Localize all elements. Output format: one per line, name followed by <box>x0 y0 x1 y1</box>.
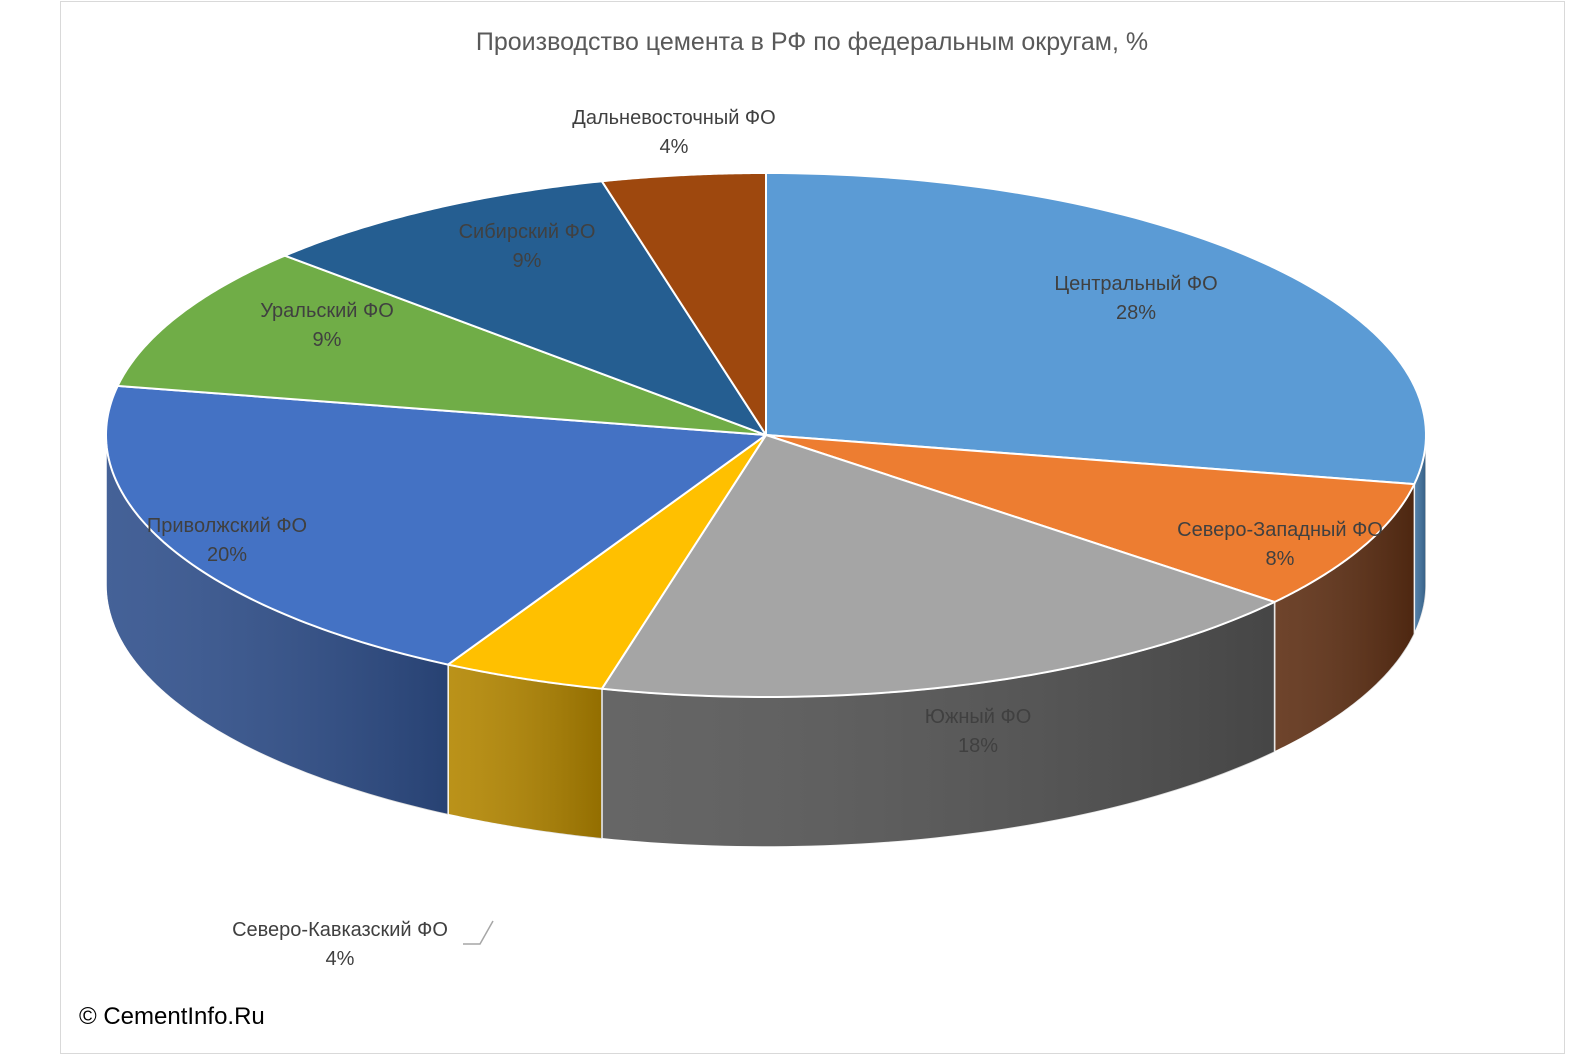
pie-slice-северо-кавказский-фо <box>447 434 767 690</box>
data-label-name: Дальневосточный ФО <box>572 107 775 129</box>
pie-labels: Центральный ФО 28% Северо-Западный ФО 8% Южн… <box>147 107 1383 970</box>
pie-slice-сибирский-фо <box>283 180 767 436</box>
pie-sides <box>105 434 1427 848</box>
data-label-value: 8% <box>1266 548 1295 570</box>
data-label-name: Северо-Западный ФО <box>1177 519 1383 541</box>
data-label-value: 20% <box>207 544 247 566</box>
data-label-value: 28% <box>1116 302 1156 324</box>
pie-side-shade <box>1274 484 1415 753</box>
data-label-value: 4% <box>660 136 689 158</box>
chart-title: Производство цемента в РФ по федеральным… <box>476 28 1148 56</box>
data-label-value: 9% <box>513 250 542 272</box>
data-label-value: 18% <box>958 735 998 757</box>
pie-top <box>105 172 1427 698</box>
data-label-value: 9% <box>313 329 342 351</box>
pie-side-shade <box>601 602 1275 847</box>
pie-slice-южный-фо <box>600 434 1276 698</box>
pie-side-shade <box>106 435 449 815</box>
data-label-name: Уральский ФО <box>260 300 394 322</box>
data-label-name: Северо-Кавказский ФО <box>232 919 448 941</box>
pie-slice-центральный-фо <box>765 172 1427 486</box>
pie-slice-уральский-фо <box>116 254 767 436</box>
data-label-name: Сибирский ФО <box>459 221 596 243</box>
pie-side-shade <box>448 664 602 839</box>
data-label-name: Центральный ФО <box>1054 273 1217 295</box>
pie-slice-северо-западный-фо <box>765 434 1416 604</box>
data-label-value: 4% <box>326 948 355 970</box>
leader-line-severo-kavkazskiy <box>463 920 494 945</box>
data-label-name: Южный ФО <box>925 706 1032 728</box>
pie-slice-дальневосточный-фо <box>600 172 767 436</box>
pie-slice-приволжский-фо <box>105 384 767 666</box>
data-label-name: Приволжский ФО <box>147 515 307 537</box>
copyright-text: © CementInfo.Ru <box>79 1003 265 1030</box>
pie-side-shade <box>1414 435 1426 635</box>
